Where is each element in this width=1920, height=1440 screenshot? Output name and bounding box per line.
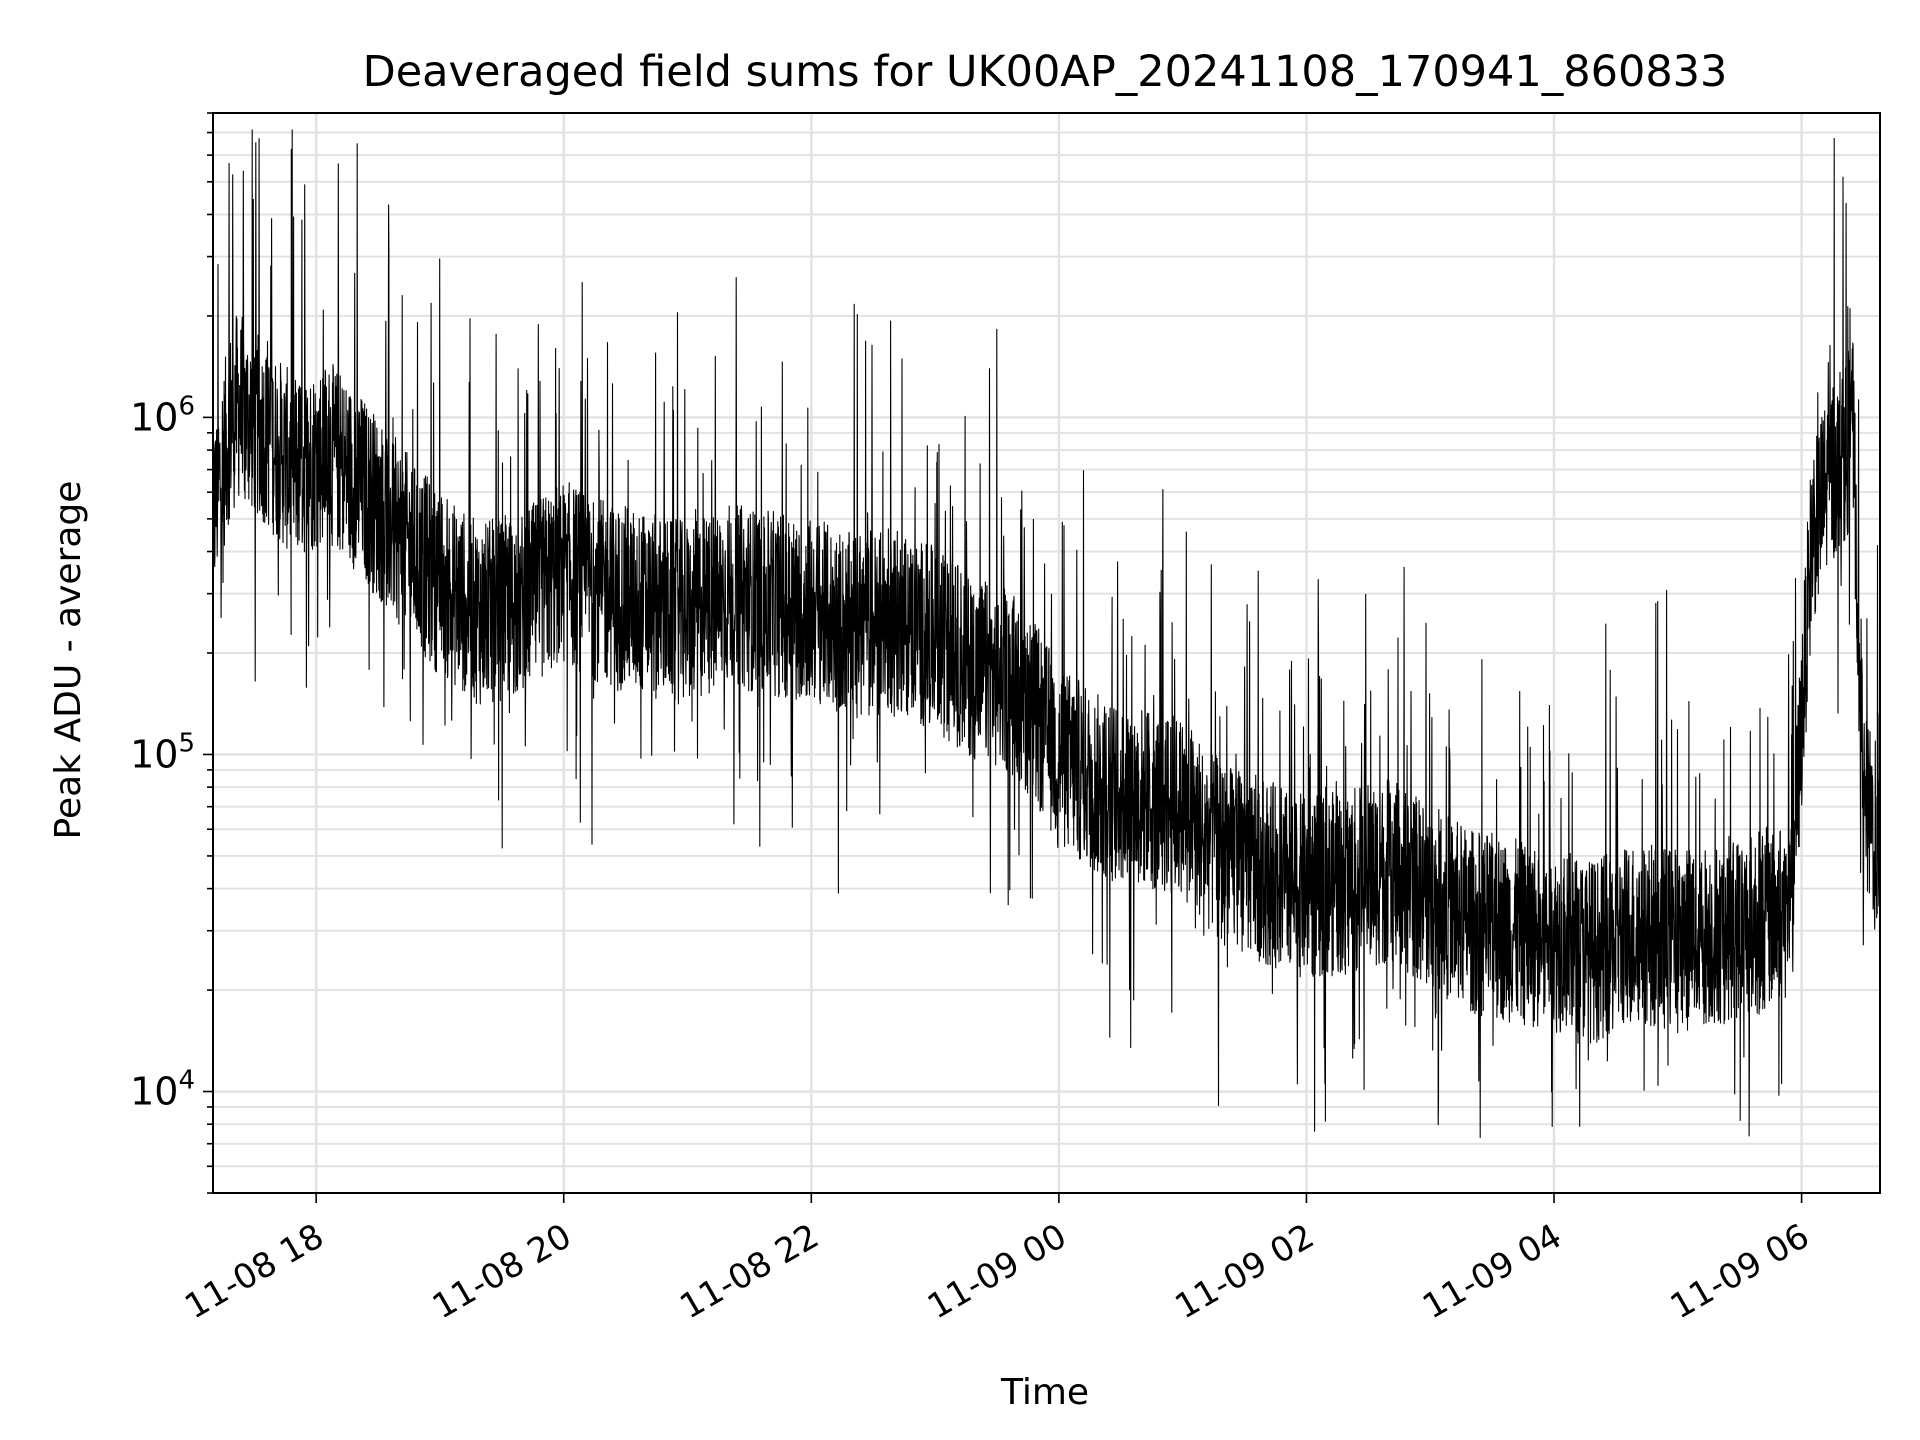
y-tick-label: 106 — [130, 391, 195, 439]
grid — [213, 112, 1880, 1194]
chart-title: Deaveraged field sums for UK00AP_2024110… — [363, 47, 1728, 97]
x-ticks: 11-08 18 11-08 20 11-08 22 11-09 00 11-09 02… — [178, 1193, 1816, 1327]
x-tick-label: 11-09 02 — [1169, 1216, 1321, 1327]
x-tick-label: 11-09 06 — [1664, 1216, 1816, 1327]
x-tick-label: 11-09 00 — [921, 1216, 1073, 1327]
x-tick-label: 11-08 20 — [426, 1216, 578, 1327]
y-tick-label: 105 — [130, 728, 195, 776]
series-line — [212, 129, 1881, 1139]
y-tick-label: 104 — [130, 1066, 195, 1114]
x-tick-label: 11-09 04 — [1416, 1216, 1568, 1327]
y-ticks: 104 105 106 — [130, 112, 213, 1194]
x-tick-label: 11-08 18 — [178, 1216, 330, 1327]
x-axis-label: Time — [1000, 1372, 1089, 1413]
y-axis-label: Peak ADU - average — [48, 481, 89, 840]
data-layer — [212, 129, 1881, 1139]
x-tick-label: 11-08 22 — [673, 1216, 825, 1327]
